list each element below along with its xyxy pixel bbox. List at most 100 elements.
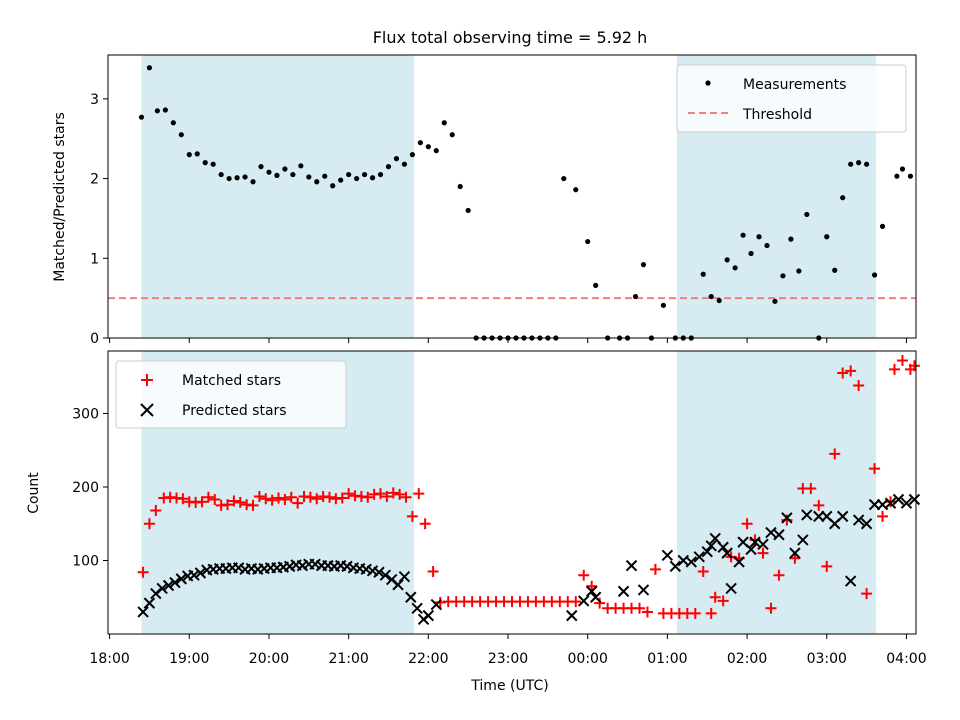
predicted-star-point — [844, 575, 857, 587]
measurement-point — [298, 163, 304, 169]
measurement-point — [871, 272, 878, 278]
predicted-star-point — [884, 497, 897, 509]
measurement-point — [361, 171, 368, 178]
measurement-point — [824, 234, 830, 240]
legend-measurements-label: Measurements — [743, 77, 846, 93]
measurement-point — [425, 144, 431, 150]
measurement-point — [242, 174, 248, 180]
x-axis-label: Time (UTC) — [470, 678, 548, 694]
legend-matched-marker — [141, 374, 153, 386]
measurement-point — [780, 273, 786, 279]
legend-predicted-marker — [140, 403, 154, 417]
matched-star-point — [705, 607, 717, 619]
measurement-point — [393, 156, 400, 162]
predicted-star-point — [188, 569, 200, 581]
matched-star-point — [292, 497, 304, 509]
matched-star-point — [394, 488, 406, 500]
measurement-point — [772, 298, 778, 304]
matched-star-point — [196, 496, 208, 508]
matched-star-point — [413, 488, 425, 500]
top-plot-frame — [107, 54, 917, 339]
measurement-point — [899, 166, 906, 172]
matched-star-point — [387, 487, 399, 499]
matched-star-point — [177, 493, 189, 505]
measurement-point — [708, 293, 714, 300]
measurement-point — [561, 175, 567, 182]
bottom-panel: 100 200 300 18:00 19:00 20:00 21:00 22:00 23:00… — [26, 350, 927, 694]
measurement-point — [732, 265, 738, 271]
measurement-point — [330, 183, 336, 189]
matched-star-point — [419, 518, 431, 530]
predicted-star-point — [661, 549, 674, 562]
measurement-point — [354, 175, 360, 182]
matched-star-point — [813, 499, 825, 511]
measurement-point — [218, 171, 224, 178]
measurement-point — [848, 161, 854, 167]
x-tick-label: 20:00 — [249, 651, 289, 667]
matched-star-point — [266, 494, 278, 506]
y-tick-label: 200 — [72, 480, 99, 496]
y-tick-label: 3 — [90, 92, 99, 108]
top-panel: 0 1 2 3 Matched/Predicted stars Measurement… — [52, 54, 917, 347]
y-tick-label: 0 — [90, 331, 99, 347]
measurement-point — [322, 173, 328, 179]
predicted-star-point — [789, 547, 801, 559]
predicted-star-point — [589, 591, 602, 603]
measurement-point — [660, 302, 667, 308]
matched-star-point — [260, 493, 272, 505]
predicted-star-point — [733, 556, 745, 568]
matched-star-point — [757, 547, 769, 559]
predicted-star-point — [773, 529, 785, 541]
measurement-point — [226, 175, 232, 182]
predicted-star-point — [578, 595, 590, 607]
measurement-point — [210, 161, 216, 167]
matched-star-point — [633, 602, 645, 614]
measurement-point — [290, 171, 296, 178]
shaded-span-0 — [141, 55, 414, 338]
predicted-star-point — [137, 606, 149, 618]
matched-star-point — [853, 380, 865, 392]
measurement-point — [417, 140, 423, 146]
chart-title: Flux total observing time = 5.92 h — [373, 28, 648, 47]
y-tick-label: 300 — [72, 406, 99, 422]
matched-star-point — [285, 491, 297, 503]
matched-star-point — [273, 492, 285, 504]
matched-star-point — [253, 491, 265, 503]
measurement-point — [186, 152, 192, 158]
matched-star-point — [869, 463, 881, 475]
predicted-star-point — [852, 514, 865, 526]
measurement-point — [788, 236, 794, 242]
y-tick-label: 100 — [72, 553, 99, 569]
measurement-point — [258, 164, 264, 170]
measurement-point — [700, 271, 706, 277]
measurement-point — [449, 132, 455, 138]
matched-star-point — [228, 495, 240, 507]
measurement-point — [585, 238, 591, 245]
measurement-point — [573, 187, 579, 193]
top-y-axis-label: Matched/Predicted stars — [52, 112, 68, 282]
matched-star-point — [143, 518, 155, 530]
measurement-point — [632, 293, 639, 300]
measurement-point — [593, 282, 599, 288]
bottom-plot-frame — [107, 350, 917, 635]
matched-star-point — [649, 563, 661, 575]
legend-predicted-label: Predicted stars — [182, 403, 287, 419]
matched-star-point — [381, 491, 393, 503]
measurement-point — [234, 175, 240, 181]
predicted-star-point — [566, 609, 578, 622]
predicted-star-point — [721, 547, 733, 559]
measurement-point — [401, 161, 408, 167]
measurement-point — [178, 132, 184, 138]
predicted-star-point — [373, 566, 385, 578]
measurement-point — [716, 297, 722, 304]
predicted-star-point — [143, 597, 156, 609]
measurement-point — [740, 232, 746, 238]
predicted-star-point — [709, 532, 721, 545]
predicted-star-point — [156, 582, 168, 595]
matched-star-point — [717, 595, 729, 607]
bottom-legend: Matched stars Predicted stars — [115, 360, 347, 429]
measurement-point — [640, 262, 647, 268]
measurement-point — [338, 177, 344, 183]
predicted-star-point — [908, 493, 921, 506]
predicted-star-point — [900, 497, 913, 509]
